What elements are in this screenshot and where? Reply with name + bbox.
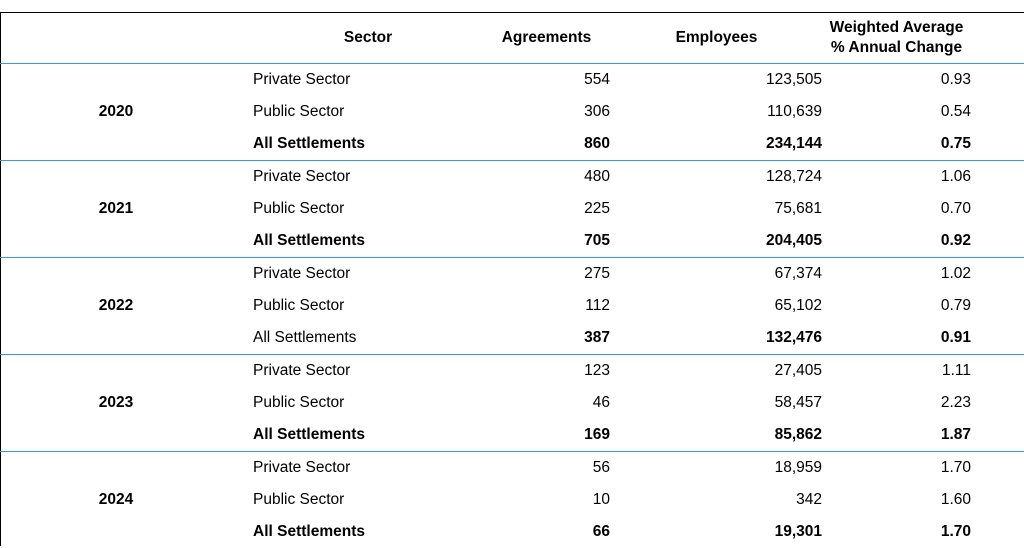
sector-cell: Public Sector [232,193,483,225]
agreements-cell: 10 [483,484,611,516]
annual-change-cell: 1.87 [822,419,971,452]
annual-change-cell: 0.79 [822,290,971,322]
sector-cell: Public Sector [232,96,483,128]
sector-cell: Private Sector [232,161,483,194]
sector-cell: All Settlements [232,419,483,452]
sector-cell: Private Sector [232,64,483,97]
employees-cell: 204,405 [611,225,822,258]
annual-change-cell: 0.91 [822,322,971,355]
employees-cell: 123,505 [611,64,822,97]
annual-change-cell: 0.93 [822,64,971,97]
year-cell: 2020 [0,64,232,161]
sector-cell: All Settlements [232,516,483,548]
agreements-cell: 225 [483,193,611,225]
annual-change-cell: 0.75 [822,128,971,161]
settlements-table: Sector Agreements Employees Weighted Ave… [0,12,1024,548]
sector-cell: All Settlements [232,322,483,355]
sector-cell: Public Sector [232,387,483,419]
row-spacer [971,96,1024,128]
header-annual-change-line2: % Annual Change [831,39,962,56]
sector-cell: Private Sector [232,452,483,485]
annual-change-cell: 0.54 [822,96,971,128]
agreements-cell: 860 [483,128,611,161]
employees-cell: 58,457 [611,387,822,419]
agreements-cell: 705 [483,225,611,258]
row-spacer [971,128,1024,161]
row-spacer [971,452,1024,485]
agreements-cell: 169 [483,419,611,452]
agreements-cell: 66 [483,516,611,548]
header-employees: Employees [611,12,822,64]
employees-cell: 18,959 [611,452,822,485]
annual-change-cell: 0.92 [822,225,971,258]
agreements-cell: 387 [483,322,611,355]
employees-cell: 128,724 [611,161,822,194]
employees-cell: 234,144 [611,128,822,161]
agreements-cell: 112 [483,290,611,322]
year-cell: 2022 [0,258,232,355]
employees-cell: 75,681 [611,193,822,225]
employees-cell: 67,374 [611,258,822,291]
agreements-cell: 123 [483,355,611,388]
agreements-cell: 56 [483,452,611,485]
sector-cell: Public Sector [232,484,483,516]
agreements-cell: 275 [483,258,611,291]
annual-change-cell: 1.06 [822,161,971,194]
annual-change-cell: 1.70 [822,516,971,548]
row-spacer [971,484,1024,516]
employees-cell: 110,639 [611,96,822,128]
row-spacer [971,355,1024,388]
year-cell: 2021 [0,161,232,258]
header-annual-change: Weighted Average % Annual Change [822,12,971,64]
annual-change-cell: 2.23 [822,387,971,419]
row-spacer [971,225,1024,258]
year-cell: 2024 [0,452,232,548]
agreements-cell: 554 [483,64,611,97]
sector-cell: All Settlements [232,128,483,161]
row-spacer [971,161,1024,194]
sector-cell: All Settlements [232,225,483,258]
row-spacer [971,387,1024,419]
header-row: Sector Agreements Employees Weighted Ave… [0,12,1024,64]
annual-change-cell: 1.70 [822,452,971,485]
year-cell: 2023 [0,355,232,452]
header-sector: Sector [232,12,483,64]
employees-cell: 65,102 [611,290,822,322]
annual-change-cell: 1.02 [822,258,971,291]
header-year [0,12,232,64]
employees-cell: 342 [611,484,822,516]
row-spacer [971,290,1024,322]
header-agreements: Agreements [483,12,611,64]
row-spacer [971,258,1024,291]
annual-change-cell: 0.70 [822,193,971,225]
employees-cell: 19,301 [611,516,822,548]
sector-cell: Public Sector [232,290,483,322]
row-spacer [971,322,1024,355]
agreements-cell: 480 [483,161,611,194]
header-spacer [971,12,1024,64]
agreements-cell: 306 [483,96,611,128]
sector-cell: Private Sector [232,258,483,291]
sector-cell: Private Sector [232,355,483,388]
row-spacer [971,419,1024,452]
annual-change-cell: 1.11 [822,355,971,388]
row-spacer [971,516,1024,548]
row-spacer [971,193,1024,225]
employees-cell: 27,405 [611,355,822,388]
employees-cell: 85,862 [611,419,822,452]
employees-cell: 132,476 [611,322,822,355]
annual-change-cell: 1.60 [822,484,971,516]
header-annual-change-line1: Weighted Average [830,19,964,36]
row-spacer [971,64,1024,97]
agreements-cell: 46 [483,387,611,419]
